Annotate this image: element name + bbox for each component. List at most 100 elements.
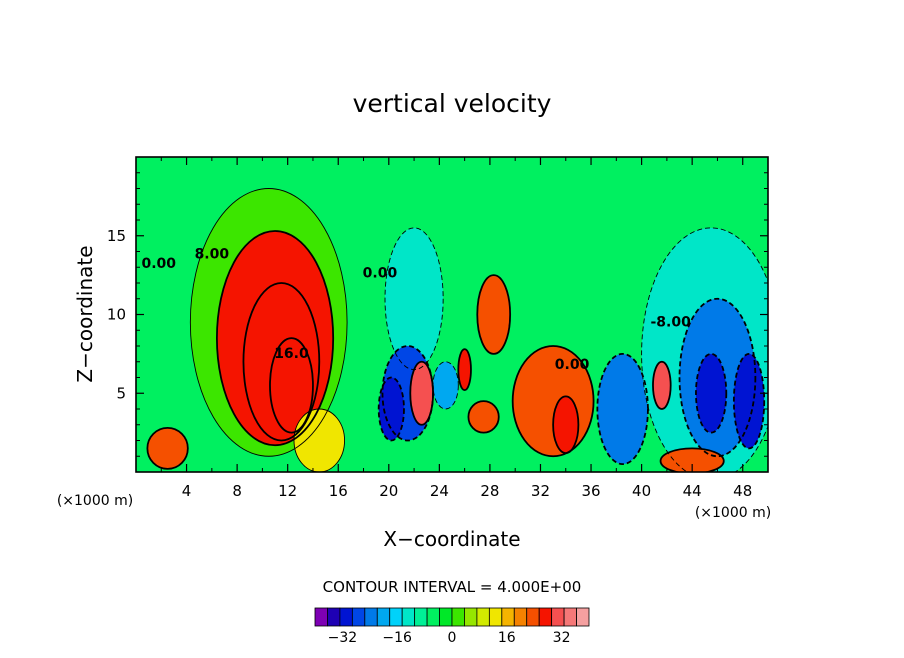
colorbar-swatch-20 — [563, 607, 577, 627]
contour-line-4 — [146, 426, 189, 470]
colorbar-tick-label-3: 16 — [498, 630, 516, 646]
contour-region-4 — [147, 427, 188, 469]
y-axis-ticks: 5 10 15 — [107, 172, 768, 457]
contour-line-0 — [189, 188, 348, 457]
contour-fill-layer — [147, 188, 768, 472]
contour-region-11 — [458, 349, 471, 391]
contour-region-20 — [652, 361, 671, 409]
contour-label-1: 8.00 — [195, 247, 230, 263]
colorbar-swatch-19 — [551, 607, 565, 627]
contour-line-17 — [641, 227, 768, 472]
contour-line-20 — [652, 360, 672, 410]
contour-line-15 — [552, 395, 580, 454]
x-tick-label-1: 8 — [232, 482, 242, 500]
contour-label-2: 16.0 — [274, 346, 309, 362]
x-tick-label-9: 40 — [632, 482, 651, 500]
colorbar-swatch-3 — [351, 607, 366, 627]
colorbar-swatch-16 — [513, 607, 528, 627]
y-tick-label-0: 5 — [116, 384, 126, 402]
x-tick-label-4: 20 — [379, 482, 398, 500]
contour-line-3 — [269, 337, 314, 434]
contour-line-layer — [146, 188, 768, 472]
colorbar-swatch-18 — [538, 607, 553, 627]
colorbar-swatch-1 — [327, 607, 341, 627]
contour-label-4: 0.00 — [555, 357, 590, 373]
colorbar-swatch-10 — [439, 607, 453, 627]
colorbar-swatch-11 — [451, 607, 465, 627]
contour-label-5: -8.00 — [650, 314, 691, 330]
colorbar-swatch-5 — [376, 607, 391, 627]
colorbar-tick-labels: −32 −16 0 16 32 — [328, 630, 571, 646]
contour-region-19 — [695, 353, 727, 433]
contour-line-9 — [409, 360, 434, 426]
contour-region-3 — [269, 338, 313, 433]
contour-region-9 — [410, 361, 434, 425]
colorbar-swatch-4 — [364, 607, 378, 627]
contour-interval-text: CONTOUR INTERVAL = 4.000E+00 — [323, 578, 582, 596]
contour-label-0: 0.00 — [141, 256, 176, 272]
colorbar-tick-label-1: −16 — [382, 630, 412, 646]
y-axis-label: Z−coordinate — [73, 245, 97, 382]
contour-line-10 — [432, 361, 459, 410]
x-tick-label-7: 32 — [531, 482, 550, 500]
contour-line-1 — [215, 230, 335, 447]
x-tick-label-11: 48 — [733, 482, 752, 500]
contour-line-5 — [293, 408, 346, 472]
contour-region-5 — [294, 409, 345, 472]
colorbar-swatch-12 — [464, 607, 478, 627]
x-tick-label-2: 12 — [278, 482, 297, 500]
x-axis-ticks: 4 8 12 16 20 24 28 32 36 40 44 48 — [160, 157, 752, 500]
colorbar-swatch-2 — [339, 607, 353, 627]
contour-line-13 — [467, 400, 500, 434]
chart-title: vertical velocity — [353, 89, 552, 118]
contour-region-10 — [433, 361, 459, 409]
contour-labels: 0.00 8.00 16.0 0.00 0.00 -8.00 — [141, 247, 691, 373]
y-tick-label-1: 10 — [107, 306, 126, 324]
colorbar-swatch-17 — [526, 607, 540, 627]
colorbar-tick-label-4: 32 — [553, 630, 571, 646]
colorbar-swatch-9 — [426, 607, 440, 627]
contour-region-12 — [477, 275, 511, 354]
contour-line-14 — [511, 345, 595, 458]
colorbar-swatch-7 — [401, 607, 416, 627]
x-tick-label-3: 16 — [329, 482, 348, 500]
contour-region-15 — [553, 396, 579, 454]
contour-region-6 — [385, 227, 444, 370]
contour-region-21 — [733, 353, 765, 449]
contour-line-2 — [242, 282, 321, 442]
colorbar-swatch-6 — [389, 607, 403, 627]
colorbar — [314, 607, 590, 627]
contour-line-22 — [659, 447, 725, 472]
y-tick-label-2: 15 — [107, 227, 126, 245]
contour-line-18 — [678, 297, 757, 458]
colorbar-swatch-0 — [314, 607, 328, 627]
contour-region-8 — [378, 377, 404, 441]
colorbar-swatch-8 — [414, 607, 428, 627]
contour-line-8 — [377, 376, 405, 442]
contour-label-3: 0.00 — [363, 266, 398, 282]
contour-line-16 — [596, 352, 649, 466]
colorbar-swatch-13 — [476, 607, 490, 627]
colorbar-tick-label-2: 0 — [448, 630, 457, 646]
x-tick-label-6: 28 — [480, 482, 499, 500]
x-tick-label-5: 24 — [430, 482, 449, 500]
x-axis-label: X−coordinate — [383, 527, 520, 551]
plot-area — [136, 157, 768, 472]
x-tick-label-8: 36 — [581, 482, 600, 500]
contour-line-21 — [732, 352, 766, 450]
x-tick-label-0: 4 — [182, 482, 192, 500]
colorbar-tick-label-0: −32 — [328, 630, 358, 646]
colorbar-swatch-15 — [501, 607, 515, 627]
colorbar-swatch-14 — [488, 607, 503, 627]
contour-line-12 — [476, 274, 512, 355]
x-axis-unit-right: (×1000 m) — [695, 505, 771, 521]
x-axis-unit-left: (×1000 m) — [57, 493, 133, 509]
colorbar-swatch-21 — [576, 607, 590, 627]
contour-line-11 — [457, 348, 472, 391]
x-tick-label-10: 44 — [683, 482, 702, 500]
contour-region-16 — [597, 353, 648, 465]
contour-line-19 — [695, 352, 728, 434]
contour-region-13 — [468, 401, 499, 433]
